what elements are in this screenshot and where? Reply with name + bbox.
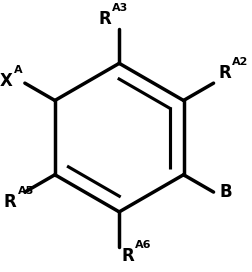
Text: A3: A3 [111, 3, 128, 13]
Text: R: R [98, 10, 110, 28]
Text: A2: A2 [231, 57, 247, 67]
Text: A5: A5 [17, 186, 34, 196]
Text: A6: A6 [135, 240, 151, 250]
Text: R: R [121, 248, 134, 265]
Text: R: R [218, 64, 230, 82]
Text: R: R [4, 193, 17, 211]
Text: A: A [14, 64, 22, 75]
Text: X: X [0, 72, 13, 90]
Text: B: B [219, 183, 231, 201]
